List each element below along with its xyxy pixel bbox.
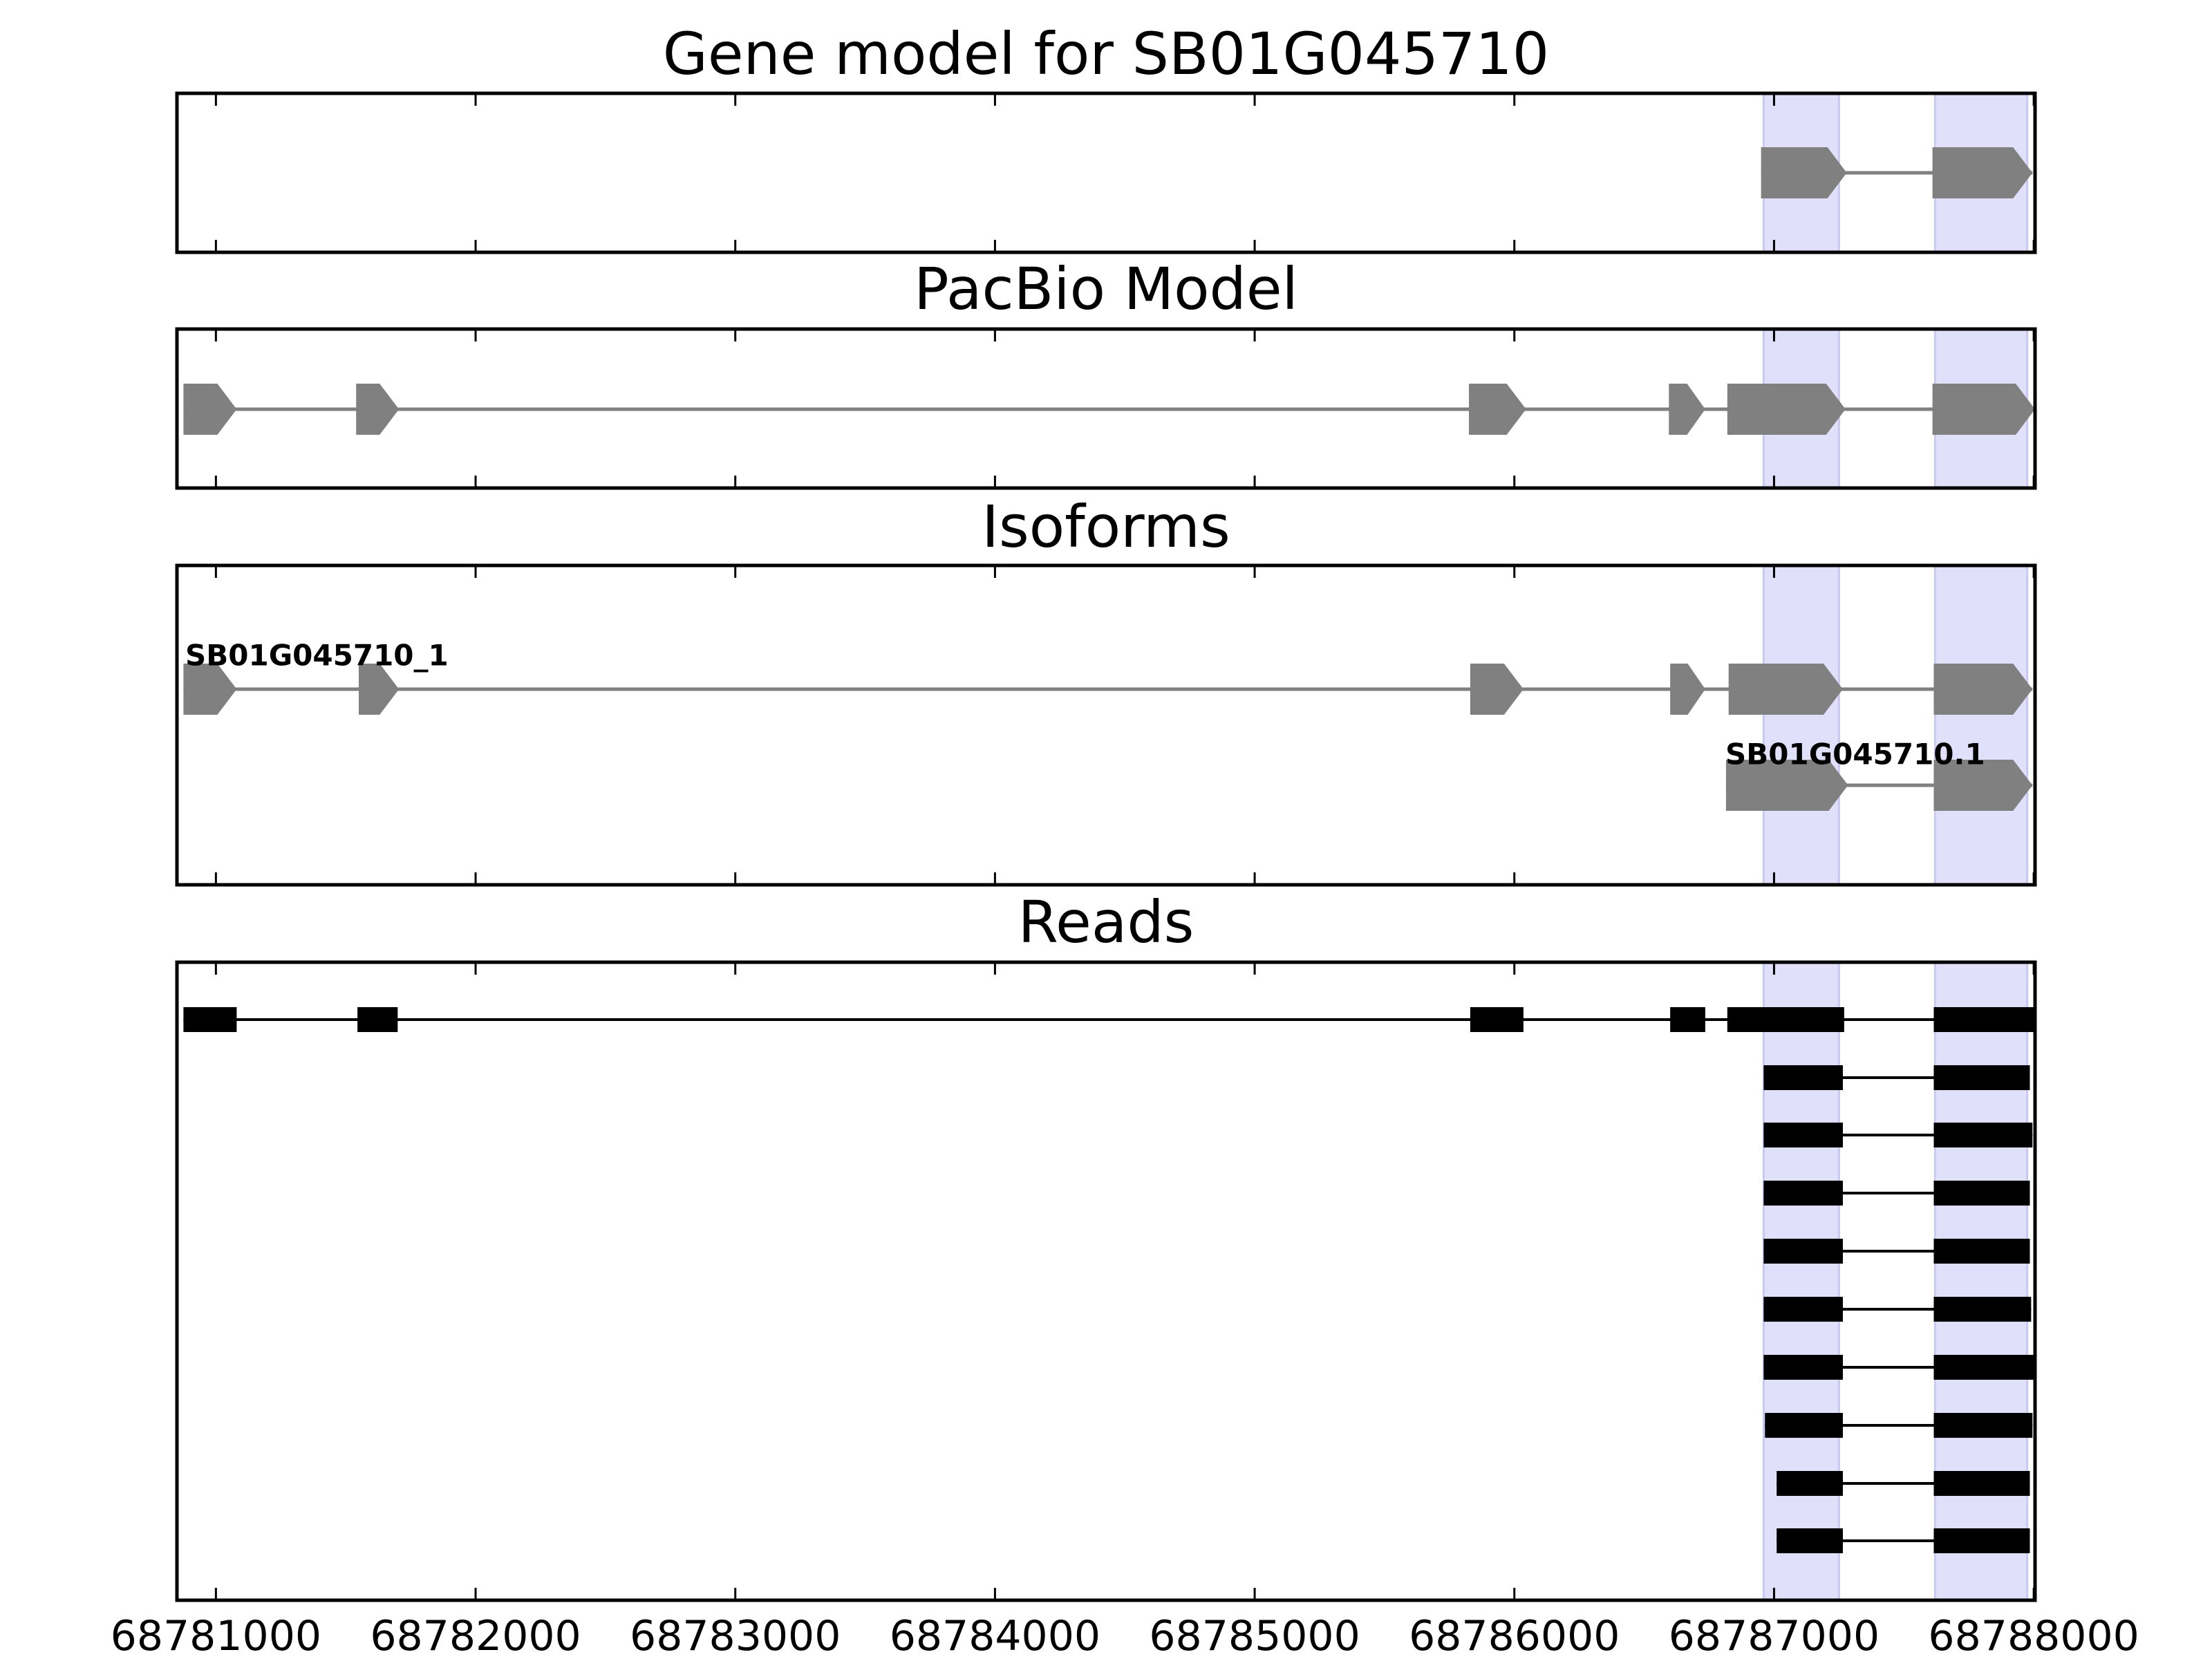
exon-arrow (1725, 760, 1848, 811)
exon-arrow (358, 664, 400, 715)
exon-arrow (1670, 664, 1705, 715)
read-exon (1933, 1181, 2030, 1206)
highlight-region-1 (1933, 961, 2029, 1602)
panel-reads: Reads (175, 888, 2037, 1602)
read-exon (1763, 1065, 1843, 1090)
read-exon (1670, 1007, 1705, 1032)
panel-pacbio: PacBio Model (175, 255, 2037, 490)
read-exon (1763, 1355, 1843, 1380)
read-exon (1763, 1297, 1843, 1322)
read-exon (1933, 1528, 2030, 1553)
read-track (1763, 1065, 2030, 1090)
read-exon (1933, 1297, 2032, 1322)
highlight-region-0 (1762, 961, 1840, 1602)
axes-frame (175, 91, 2037, 254)
panel-title: PacBio Model (914, 255, 1298, 323)
panel-title: Isoforms (982, 493, 1230, 561)
read-exon (1727, 1007, 1844, 1032)
exon-arrow (1933, 664, 2033, 715)
exon-arrow (356, 384, 400, 435)
read-track (1763, 1239, 2030, 1264)
exon-arrow (1932, 147, 2033, 198)
exon-arrow (1728, 664, 1843, 715)
x-tick-label: 68782000 (370, 1612, 581, 1659)
transcript-track (183, 384, 2035, 435)
panel-title: Reads (1018, 888, 1194, 956)
x-tick-label: 68785000 (1149, 1612, 1360, 1659)
exon-arrow (1669, 384, 1705, 435)
x-tick-label: 68781000 (111, 1612, 321, 1659)
x-tick-label: 68787000 (1669, 1612, 1880, 1659)
panel-gene: Gene model for SB01G045710 (175, 20, 2037, 254)
axes-frame (175, 563, 2037, 887)
x-tick-label: 68786000 (1409, 1612, 1620, 1659)
transcript-track (183, 664, 2033, 715)
read-track (1763, 1181, 2030, 1206)
read-track (1777, 1471, 2030, 1496)
panel-title: Gene model for SB01G045710 (663, 20, 1549, 88)
read-exon (1933, 1123, 2033, 1147)
read-exon (1933, 1471, 2030, 1496)
read-track (1763, 1123, 2033, 1147)
exon-arrow (183, 384, 237, 435)
read-exon (357, 1007, 398, 1032)
highlight-region-0 (1762, 564, 1840, 886)
read-track (183, 1007, 2034, 1032)
read-exon (1933, 1355, 2036, 1380)
read-exon (1933, 1413, 2033, 1438)
transcript-track (1761, 147, 2033, 198)
exon-arrow (1932, 384, 2035, 435)
panel-isoforms: Isoforms SB01G045710_1 SB01G045710.1 (175, 493, 2037, 887)
exon-arrow (1727, 384, 1846, 435)
isoform-label: SB01G045710.1 (1725, 738, 1985, 771)
read-exon (1470, 1007, 1524, 1032)
exon-arrow (1469, 384, 1526, 435)
read-exon (1933, 1239, 2030, 1264)
read-exon (183, 1007, 237, 1032)
exon-arrow (1761, 147, 1847, 198)
exon-arrow (183, 664, 237, 715)
axes-frame (175, 327, 2037, 490)
x-tick-label: 68783000 (630, 1612, 841, 1659)
exon-arrow (1933, 760, 2033, 811)
x-tick-label: 68784000 (890, 1612, 1100, 1659)
read-exon (1933, 1065, 2030, 1090)
read-exon (1777, 1528, 1843, 1553)
isoform-label: SB01G045710_1 (185, 639, 449, 673)
read-track (1777, 1528, 2030, 1553)
read-exon (1933, 1007, 2034, 1032)
read-track (1765, 1413, 2033, 1438)
read-track (1763, 1355, 2036, 1380)
axes-frame (175, 960, 2037, 1602)
highlight-region-1 (1933, 564, 2029, 886)
read-track (1763, 1297, 2032, 1322)
x-tick-label: 68788000 (1928, 1612, 2139, 1659)
read-exon (1763, 1181, 1843, 1206)
read-exon (1763, 1123, 1843, 1147)
read-exon (1765, 1413, 1843, 1438)
read-exon (1777, 1471, 1843, 1496)
read-exon (1763, 1239, 1843, 1264)
transcript-track (1725, 760, 2033, 811)
exon-arrow (1470, 664, 1524, 715)
